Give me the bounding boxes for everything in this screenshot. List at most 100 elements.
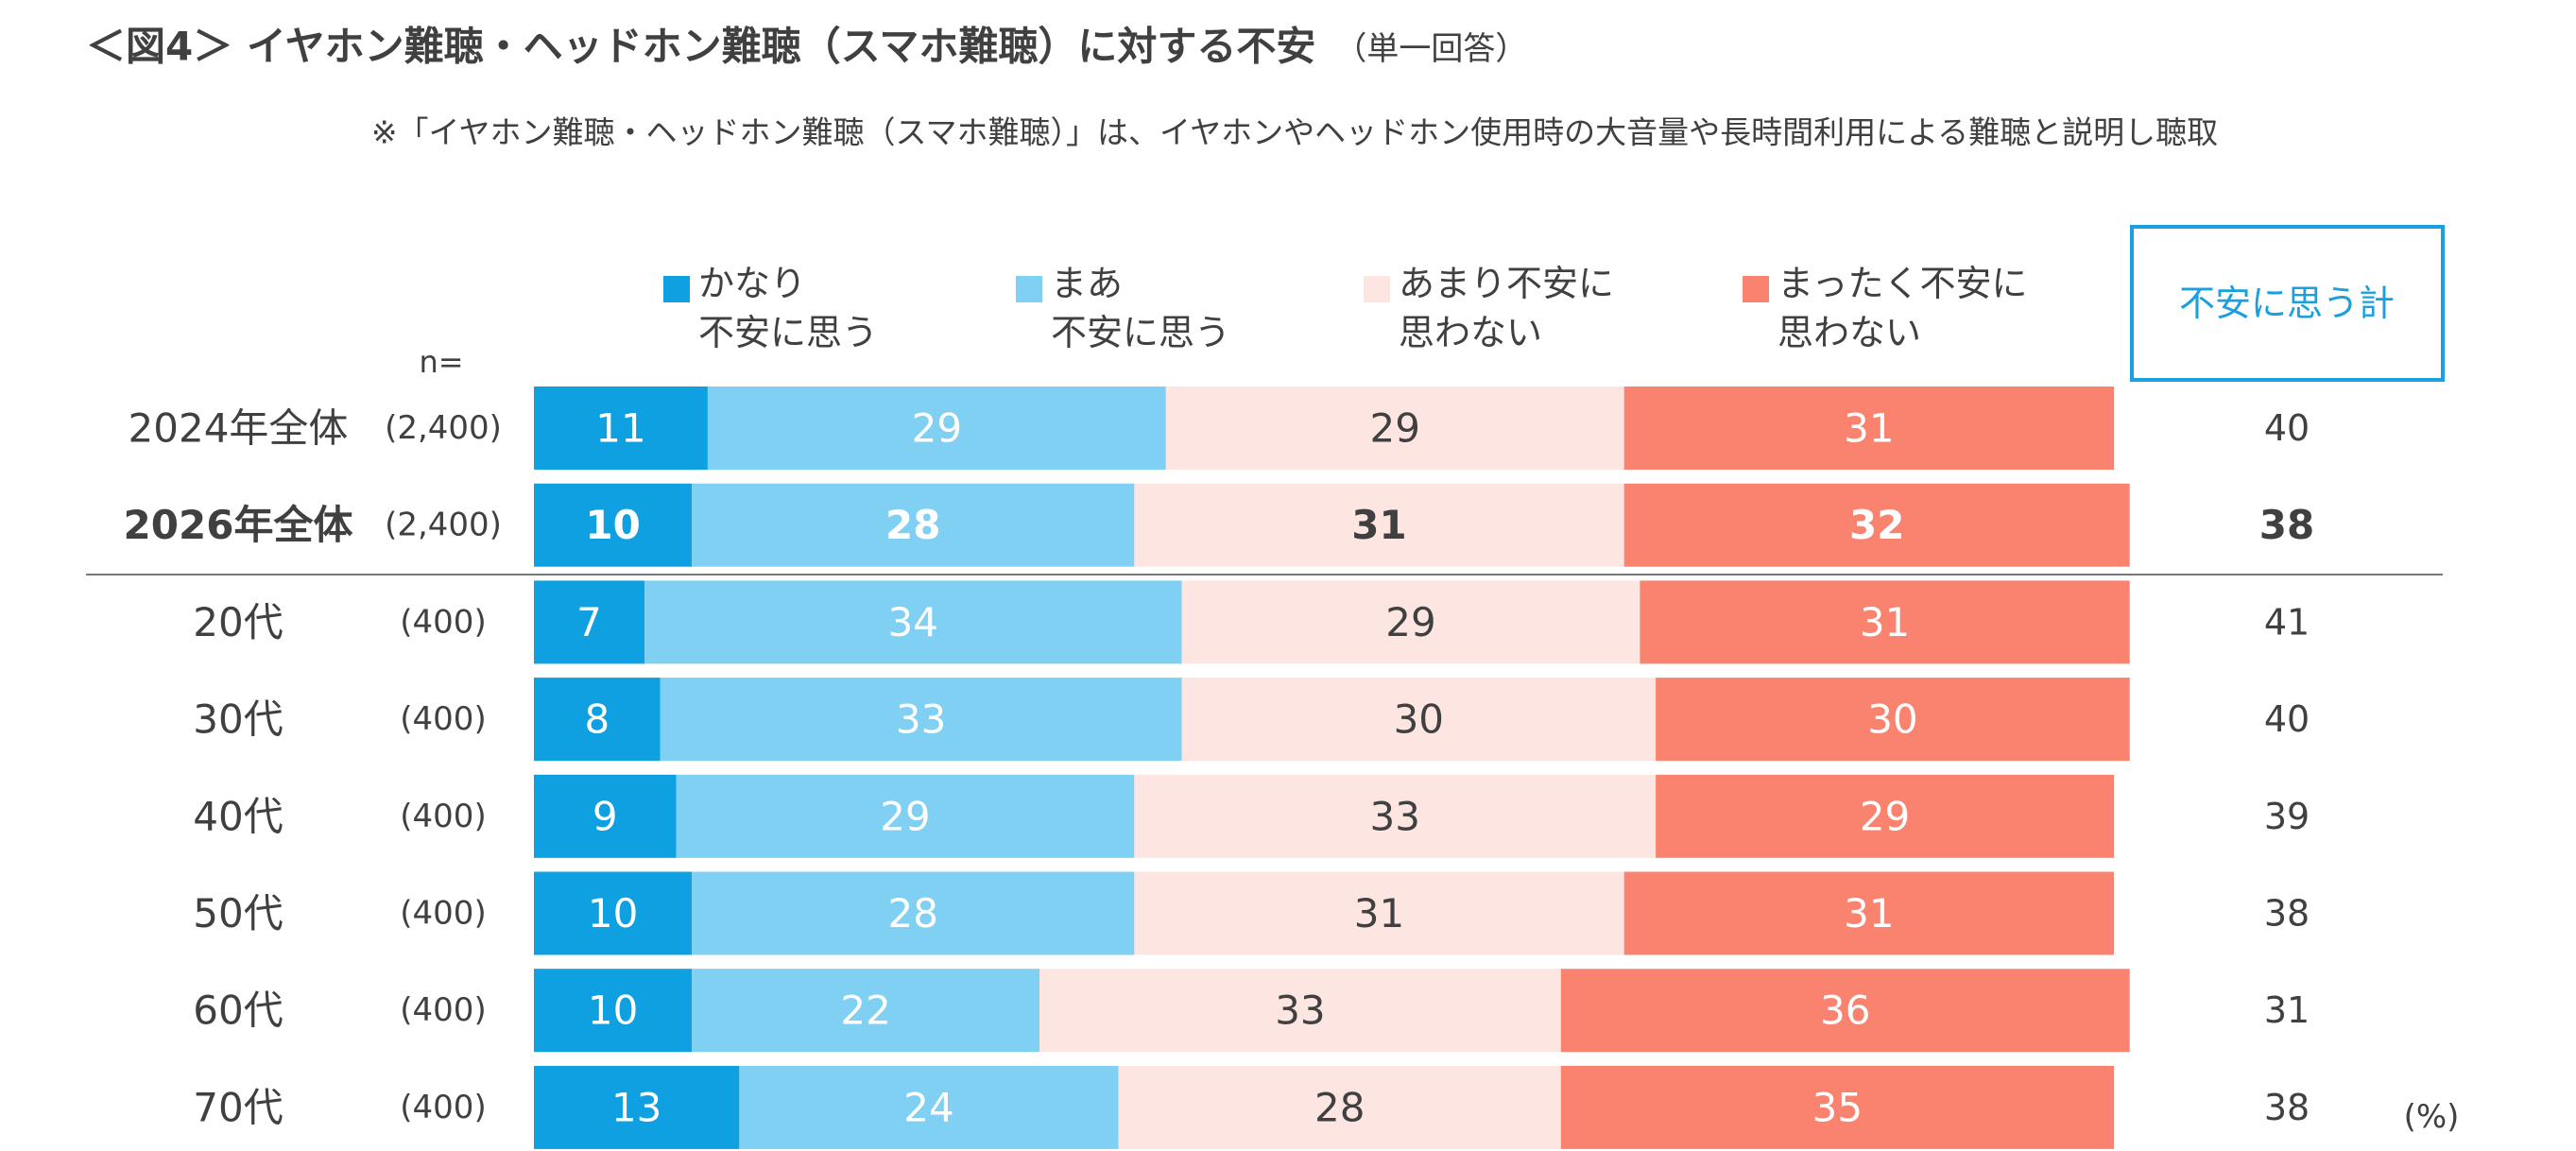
data-label: 24 bbox=[903, 1084, 953, 1130]
bar-segment bbox=[1134, 483, 1624, 567]
n-value: (2,400) bbox=[385, 409, 502, 447]
total-value: 40 bbox=[2264, 698, 2310, 740]
title-note: （単一回答） bbox=[1334, 30, 1527, 68]
data-label: 29 bbox=[1385, 599, 1435, 645]
data-label: 32 bbox=[1849, 502, 1904, 548]
data-label: 30 bbox=[1394, 696, 1444, 743]
bar-segment bbox=[1640, 580, 2130, 664]
bar-segment bbox=[692, 871, 1135, 955]
data-label: 10 bbox=[588, 988, 638, 1034]
bar-segment bbox=[644, 580, 1182, 664]
data-label: 35 bbox=[1812, 1084, 1863, 1130]
bar-segment bbox=[534, 678, 661, 762]
bar-segment bbox=[1165, 387, 1624, 470]
category-label: 20代 bbox=[193, 599, 283, 645]
bar-segment bbox=[1181, 580, 1640, 664]
n-value: (2,400) bbox=[385, 507, 502, 544]
bar-segment bbox=[534, 580, 645, 664]
data-label: 33 bbox=[1275, 988, 1325, 1034]
bar-segment bbox=[534, 483, 693, 567]
legend-swatch bbox=[1743, 276, 1769, 302]
category-label: 70代 bbox=[193, 1084, 283, 1130]
total-value: 39 bbox=[2264, 796, 2310, 837]
data-label: 10 bbox=[585, 502, 640, 548]
data-label: 31 bbox=[1844, 405, 1894, 452]
category-label: 2024年全体 bbox=[129, 405, 349, 452]
category-label: 50代 bbox=[193, 890, 283, 936]
legend-label: あまり不安に 思わない bbox=[1399, 263, 1615, 353]
legend-swatch bbox=[1016, 276, 1042, 302]
bar-segment bbox=[676, 774, 1135, 858]
data-label: 36 bbox=[1820, 988, 1870, 1034]
data-label: 31 bbox=[1860, 599, 1910, 645]
category-label: 40代 bbox=[193, 793, 283, 839]
total-box bbox=[2130, 225, 2445, 382]
data-label: 30 bbox=[1867, 696, 1917, 743]
data-label: 22 bbox=[840, 988, 890, 1034]
bar-segment bbox=[660, 678, 1182, 762]
total-value: 41 bbox=[2264, 601, 2310, 643]
bar-segment bbox=[534, 969, 693, 1053]
bar-segment bbox=[534, 871, 693, 955]
subtitle: ※「イヤホン難聴・ヘッドホン難聴（スマホ難聴）」は、イヤホンやヘッドホン使用時の… bbox=[371, 114, 2218, 151]
n-value: (400) bbox=[400, 1089, 486, 1126]
category-label: 60代 bbox=[193, 988, 283, 1034]
data-label: 31 bbox=[1844, 890, 1894, 936]
data-label: 8 bbox=[585, 696, 610, 743]
total-value: 38 bbox=[2264, 1087, 2310, 1128]
n-value: (400) bbox=[400, 991, 486, 1029]
legend-swatch bbox=[1364, 276, 1390, 302]
bar-segment bbox=[739, 1065, 1119, 1149]
data-label: 29 bbox=[1860, 793, 1910, 839]
data-label: 33 bbox=[896, 696, 946, 743]
legend-swatch bbox=[663, 276, 690, 302]
data-label: 28 bbox=[885, 502, 940, 548]
total-value: 31 bbox=[2264, 989, 2310, 1031]
data-label: 29 bbox=[1370, 405, 1420, 452]
n-value: (400) bbox=[400, 895, 486, 933]
bar-segment bbox=[534, 774, 677, 858]
bar-segment bbox=[1118, 1065, 1561, 1149]
data-label: 31 bbox=[1354, 890, 1404, 936]
n-value: (400) bbox=[400, 798, 486, 835]
legend-label: まあ 不安に思う bbox=[1051, 263, 1231, 353]
bar-segment bbox=[692, 969, 1040, 1053]
legend-label: まったく不安に 思わない bbox=[1777, 263, 2028, 353]
data-label: 13 bbox=[611, 1084, 661, 1130]
bar-segment bbox=[1134, 871, 1624, 955]
total-value: 40 bbox=[2264, 407, 2310, 449]
data-label: 7 bbox=[576, 599, 602, 645]
bar-segment bbox=[1623, 483, 2130, 567]
bar-segment bbox=[1623, 871, 2114, 955]
unit-label: (%) bbox=[2404, 1098, 2460, 1136]
total-value: 38 bbox=[2259, 502, 2314, 548]
data-label: 9 bbox=[592, 793, 618, 839]
data-label: 31 bbox=[1351, 502, 1406, 548]
bar-segment bbox=[1181, 678, 1657, 762]
data-label: 29 bbox=[880, 793, 930, 839]
category-label: 2026年全体 bbox=[124, 502, 353, 548]
data-label: 28 bbox=[1314, 1084, 1365, 1130]
data-label: 29 bbox=[912, 405, 962, 452]
bar-segment bbox=[1039, 969, 1561, 1053]
chart-title: ＜図4＞ イヤホン難聴・ヘッドホン難聴（スマホ難聴）に対する不安 bbox=[86, 24, 1315, 70]
bar-segment bbox=[1560, 1065, 2114, 1149]
bar-segment bbox=[1623, 387, 2114, 470]
bar-segment bbox=[534, 1065, 740, 1149]
bar-segment bbox=[707, 387, 1166, 470]
data-label: 28 bbox=[888, 890, 938, 936]
data-label: 10 bbox=[588, 890, 638, 936]
data-label: 34 bbox=[888, 599, 938, 645]
bar-segment bbox=[1656, 774, 2114, 858]
data-label: 33 bbox=[1370, 793, 1420, 839]
bar-segment bbox=[534, 387, 708, 470]
total-value: 38 bbox=[2264, 893, 2310, 935]
legend-label: かなり 不安に思う bbox=[698, 263, 879, 353]
n-label: n= bbox=[419, 344, 463, 380]
bar-segment bbox=[692, 483, 1135, 567]
bar-segment bbox=[1560, 969, 2130, 1053]
bar-segment bbox=[1656, 678, 2130, 762]
category-label: 30代 bbox=[193, 696, 283, 743]
